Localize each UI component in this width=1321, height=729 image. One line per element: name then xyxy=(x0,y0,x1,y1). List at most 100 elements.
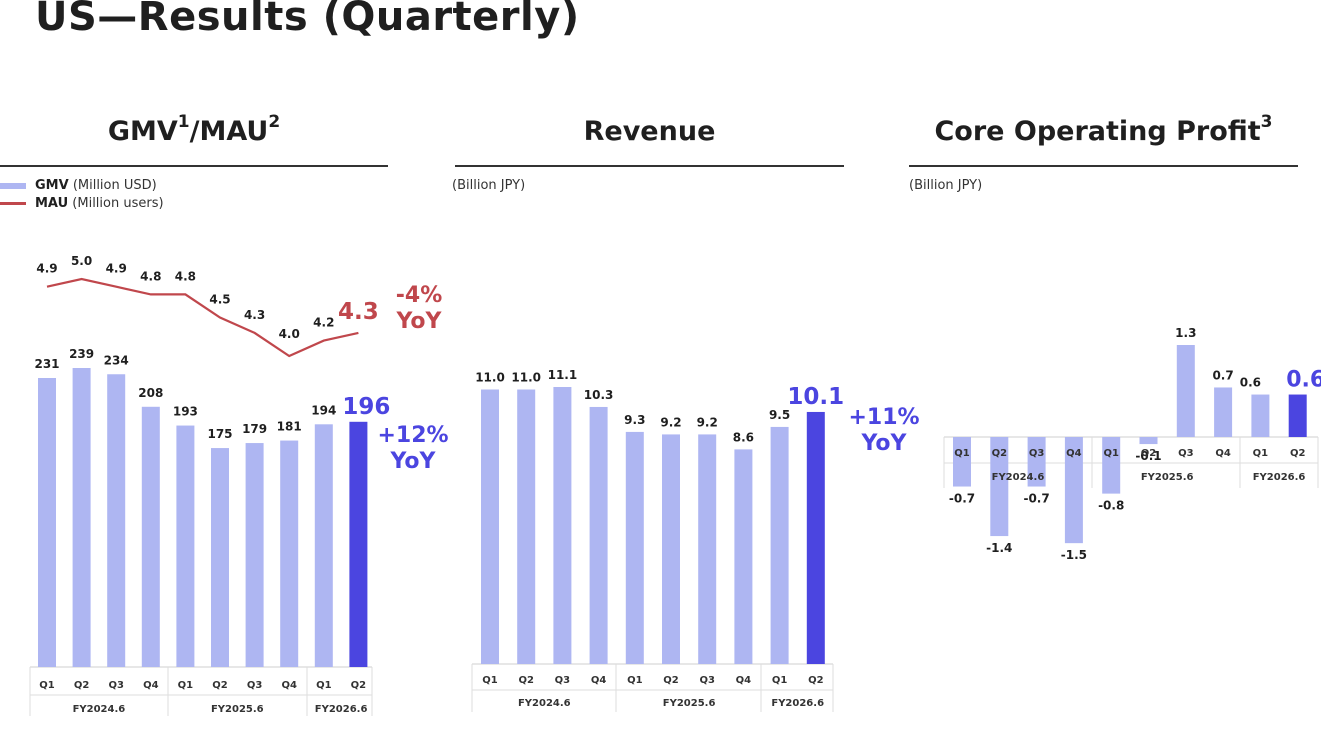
revenue-group-label: FY2024.6 xyxy=(518,698,571,709)
mau-value-label: 4.8 xyxy=(140,269,161,283)
profit-bar xyxy=(1288,394,1307,437)
gmv-yoy-callout: +12% YoY xyxy=(370,423,456,475)
revenue-title: Revenue xyxy=(583,116,716,147)
gmv-group-label: FY2024.6 xyxy=(73,704,126,715)
legend-mau-label: MAU xyxy=(35,196,69,211)
gmv-yoy-value: +12% xyxy=(377,423,449,448)
revenue-title-rule xyxy=(455,165,844,167)
mau-title-text: /MAU xyxy=(189,116,269,147)
revenue-chart: 11.0 11.0 11.1 10.3 9.3 9.2 9.2 8.6 9.510.1 Q1 Q2 Q… xyxy=(471,368,844,712)
gmv-tick-label: Q4 xyxy=(281,680,297,691)
mau-yoy-callout: -4% YoY xyxy=(376,283,462,335)
profit-unit: (Billion JPY) xyxy=(909,178,983,193)
revenue-tick-label: Q4 xyxy=(591,675,607,686)
profit-bar xyxy=(1214,387,1233,437)
revenue-bar xyxy=(662,434,680,664)
gmv-tick-label: Q3 xyxy=(247,680,263,691)
revenue-tick-label: Q2 xyxy=(808,675,824,686)
revenue-tick-label: Q2 xyxy=(518,675,534,686)
page-title: US—Results (Quarterly) xyxy=(35,0,580,40)
gmv-bar xyxy=(72,368,91,667)
mau-value-label: 4.3 xyxy=(338,299,379,325)
gmv-value-label: 239 xyxy=(69,347,94,361)
mau-value-label: 4.8 xyxy=(175,269,196,283)
revenue-bar xyxy=(698,434,717,664)
gmv-bar xyxy=(211,448,229,667)
mau-value-label: 4.5 xyxy=(209,293,230,307)
revenue-bar xyxy=(625,431,644,664)
revenue-tick-label: Q4 xyxy=(736,675,752,686)
revenue-group-label: FY2026.6 xyxy=(771,698,824,709)
revenue-tick-label: Q3 xyxy=(555,675,571,686)
gmv-yoy-label: YoY xyxy=(390,449,436,474)
legend-mau-unit: (Million users) xyxy=(72,196,164,211)
revenue-bar xyxy=(770,426,789,664)
profit-value-label: -0.8 xyxy=(1098,499,1124,513)
profit-bar xyxy=(990,437,1009,537)
mau-value-label: 4.9 xyxy=(106,262,127,276)
legend-gmv-label: GMV xyxy=(35,178,69,193)
gmv-bar xyxy=(314,424,333,667)
gmv-tick-label: Q2 xyxy=(351,680,367,691)
gmv-title-text: GMV xyxy=(107,116,178,147)
revenue-value-label: 8.6 xyxy=(733,430,754,444)
gmv-value-label: 196 xyxy=(342,394,390,420)
revenue-bar xyxy=(734,449,753,664)
profit-group-label: FY2026.6 xyxy=(1253,472,1306,483)
revenue-bar xyxy=(481,389,499,664)
revenue-value-label: 9.5 xyxy=(769,408,790,422)
mau-value-label: 4.2 xyxy=(313,316,334,330)
gmv-value-label: 193 xyxy=(173,405,198,419)
profit-bar xyxy=(1064,437,1083,544)
gmv-bar xyxy=(280,440,299,667)
gmv-bar xyxy=(141,406,160,667)
legend-gmv-swatch xyxy=(0,182,26,189)
revenue-group-label: FY2025.6 xyxy=(663,698,716,709)
profit-tick-label: Q4 xyxy=(1215,448,1231,459)
profit-bar xyxy=(1176,345,1195,437)
profit-tick-label: Q1 xyxy=(954,448,970,459)
gmv-value-label: 208 xyxy=(138,386,163,400)
revenue-tick-label: Q3 xyxy=(699,675,715,686)
revenue-unit: (Billion JPY) xyxy=(452,178,526,193)
profit-value-label: -0.1 xyxy=(1135,449,1161,463)
profit-tick-label: Q3 xyxy=(1178,448,1194,459)
revenue-value-label: 11.0 xyxy=(511,370,541,384)
revenue-bar xyxy=(589,406,608,664)
mau-yoy-label: YoY xyxy=(396,309,442,334)
profit-bar xyxy=(953,437,971,487)
profit-value-label: -0.7 xyxy=(949,492,975,506)
revenue-value-label: 10.1 xyxy=(787,384,844,410)
gmv-bar xyxy=(38,378,56,667)
mau-line xyxy=(46,277,359,358)
gmv-bar xyxy=(245,443,264,667)
gmv-value-label: 181 xyxy=(277,420,302,434)
legend-mau: MAU (Million users) xyxy=(0,196,164,211)
mau-yoy-value: -4% xyxy=(395,283,443,308)
gmv-tick-label: Q4 xyxy=(143,680,159,691)
gmv-tick-label: Q2 xyxy=(74,680,90,691)
gmv-tick-label: Q2 xyxy=(212,680,228,691)
profit-value-label: 1.3 xyxy=(1175,326,1196,340)
profit-bar xyxy=(1139,437,1158,445)
revenue-bar xyxy=(517,389,536,664)
revenue-value-label: 9.2 xyxy=(660,415,681,429)
profit-value-label: -1.5 xyxy=(1061,548,1087,562)
revenue-value-label: 10.3 xyxy=(584,388,614,402)
gmv-value-label: 175 xyxy=(207,427,232,441)
mau-value-label: 4.9 xyxy=(36,262,57,276)
profit-tick-label: Q2 xyxy=(1141,448,1157,459)
profit-group-label: FY2025.6 xyxy=(1141,472,1194,483)
profit-group-label: FY2024.6 xyxy=(992,472,1045,483)
gmv-mau-title: GMV1/MAU2 xyxy=(0,112,388,147)
legend-mau-swatch xyxy=(0,202,26,205)
gmv-tick-label: Q1 xyxy=(39,680,55,691)
mau-value-label: 4.0 xyxy=(279,327,300,341)
gmv-title-rule xyxy=(0,165,388,167)
revenue-tick-label: Q1 xyxy=(482,675,498,686)
mau-footnote-2: 2 xyxy=(268,112,281,132)
gmv-bar xyxy=(176,425,195,667)
profit-title-rule xyxy=(909,165,1298,167)
gmv-value-label: 179 xyxy=(242,422,267,436)
